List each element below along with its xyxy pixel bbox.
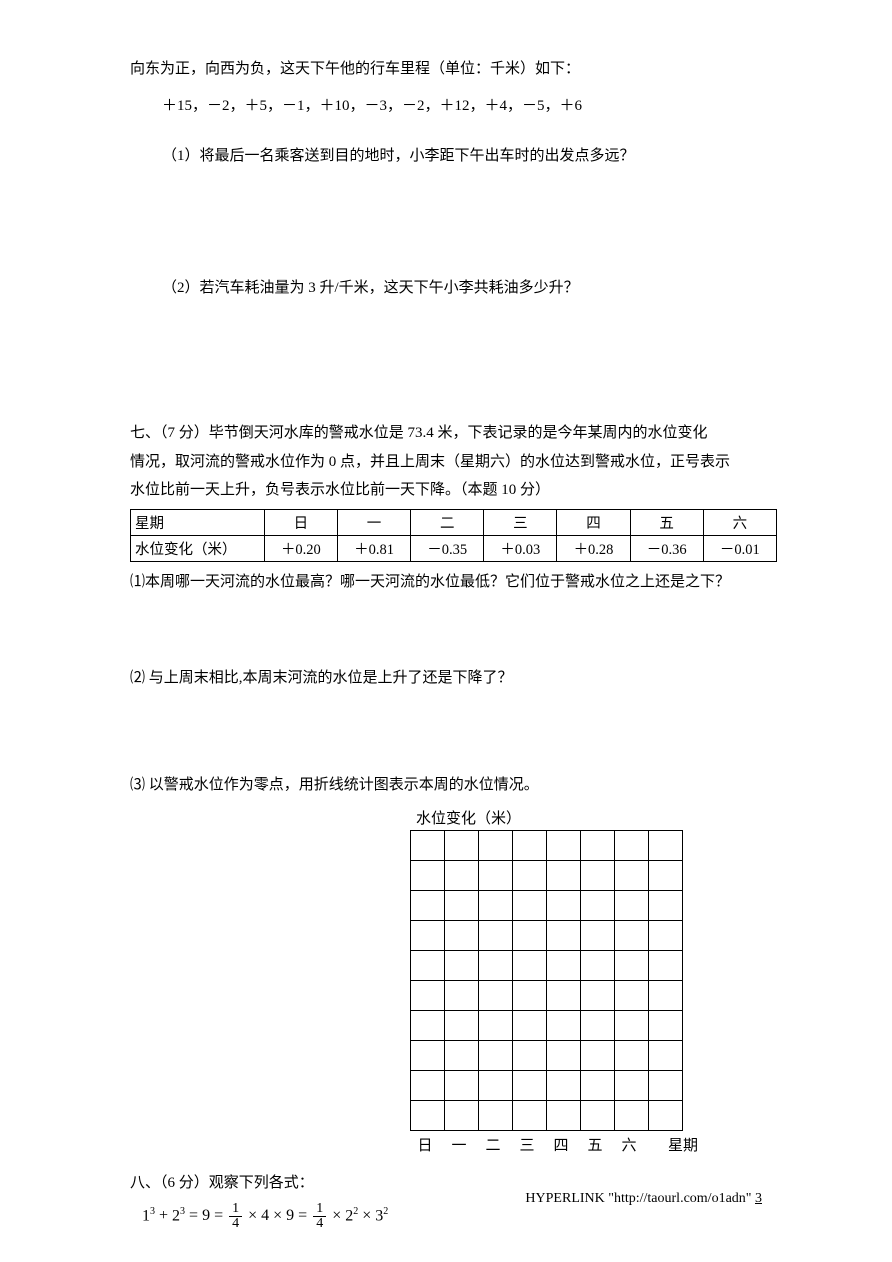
table-cell: ＋0.03 <box>484 535 557 561</box>
chart-x-label: 五 <box>578 1134 612 1155</box>
table-cell: －0.35 <box>411 535 484 561</box>
fraction: 14 <box>313 1202 326 1232</box>
table-header-day: 日 <box>264 509 337 535</box>
times-operator: × <box>248 1205 257 1227</box>
fraction: 14 <box>229 1202 242 1232</box>
formula-term: 32 <box>375 1205 388 1228</box>
times-operator: × <box>362 1205 371 1227</box>
question-7-sub1: ⑴本周哪一天河流的水位最高？哪一天河流的水位最低？它们位于警戒水位之上还是之下？ <box>130 568 777 597</box>
chart-x-labels: 日一二三四五六星期 <box>408 1134 777 1155</box>
chart-x-label: 三 <box>510 1134 544 1155</box>
chart-x-label: 一 <box>442 1134 476 1155</box>
line-chart-grid: 水位变化（米） 日一二三四五六星期 <box>390 807 777 1155</box>
formula-value: 9 <box>286 1205 294 1227</box>
table-row-label: 水位变化（米） <box>131 535 265 561</box>
chart-x-label: 二 <box>476 1134 510 1155</box>
table-cell: －0.36 <box>630 535 703 561</box>
table-row: 星期 日 一 二 三 四 五 六 <box>131 509 777 535</box>
footer-hyperlink-text: HYPERLINK "http://taourl.com/o1adn" <box>525 1191 751 1206</box>
table-header-day: 四 <box>557 509 630 535</box>
question-7-sub2: ⑵ 与上周末相比,本周末河流的水位是上升了还是下降了？ <box>130 664 777 693</box>
table-cell: －0.01 <box>703 535 776 561</box>
equals-operator: = <box>214 1205 223 1227</box>
table-cell: ＋0.28 <box>557 535 630 561</box>
question-7-line3: 水位比前一天上升，负号表示水位比前一天下降。（本题 10 分） <box>130 476 777 505</box>
chart-x-label: 六 <box>612 1134 646 1155</box>
question-1-2: （2）若汽车耗油量为 3 升/千米，这天下午小李共耗油多少升？ <box>130 274 777 303</box>
question-7-line1: 七、（7 分）毕节倒天河水库的警戒水位是 73.4 米，下表记录的是今年某周内的… <box>130 419 777 448</box>
mileage-list: ＋15，－2，＋5，－1，＋10，－3，－2，＋12，＋4，－5，＋6 <box>130 92 777 121</box>
formula-value: 9 <box>202 1205 210 1227</box>
table-header-day: 三 <box>484 509 557 535</box>
formula-term: 23 <box>172 1205 185 1228</box>
table-header-day: 一 <box>337 509 410 535</box>
chart-x-label: 日 <box>408 1134 442 1155</box>
table-header-day: 六 <box>703 509 776 535</box>
chart-x-axis-title: 星期 <box>666 1134 700 1155</box>
page-footer: HYPERLINK "http://taourl.com/o1adn" 3 <box>525 1191 762 1207</box>
chart-grid <box>410 830 683 1131</box>
equals-operator: = <box>189 1205 198 1227</box>
times-operator: × <box>332 1205 341 1227</box>
chart-x-label: 四 <box>544 1134 578 1155</box>
chart-title: 水位变化（米） <box>416 807 777 828</box>
times-operator: × <box>273 1205 282 1227</box>
paragraph-intro: 向东为正，向西为负，这天下午他的行车里程（单位：千米）如下： <box>130 55 777 84</box>
question-7-line2: 情况，取河流的警戒水位作为 0 点，并且上周末（星期六）的水位达到警戒水位，正号… <box>130 448 777 477</box>
table-cell: ＋0.20 <box>264 535 337 561</box>
water-level-table: 星期 日 一 二 三 四 五 六 水位变化（米） ＋0.20 ＋0.81 －0.… <box>130 509 777 562</box>
page-number: 3 <box>755 1191 762 1206</box>
formula-term: 13 <box>142 1205 155 1228</box>
equals-operator: = <box>298 1205 307 1227</box>
table-cell: ＋0.81 <box>337 535 410 561</box>
table-header-day: 五 <box>630 509 703 535</box>
table-header-day: 二 <box>411 509 484 535</box>
question-7-sub3: ⑶ 以警戒水位作为零点，用折线统计图表示本周的水位情况。 <box>130 771 777 800</box>
formula-value: 4 <box>261 1205 269 1227</box>
question-1-1: （1）将最后一名乘客送到目的地时，小李距下午出车时的出发点多远？ <box>130 142 777 171</box>
plus-operator: + <box>159 1205 168 1227</box>
formula-term: 22 <box>345 1205 358 1228</box>
table-row: 水位变化（米） ＋0.20 ＋0.81 －0.35 ＋0.03 ＋0.28 －0… <box>131 535 777 561</box>
table-header-label: 星期 <box>131 509 265 535</box>
